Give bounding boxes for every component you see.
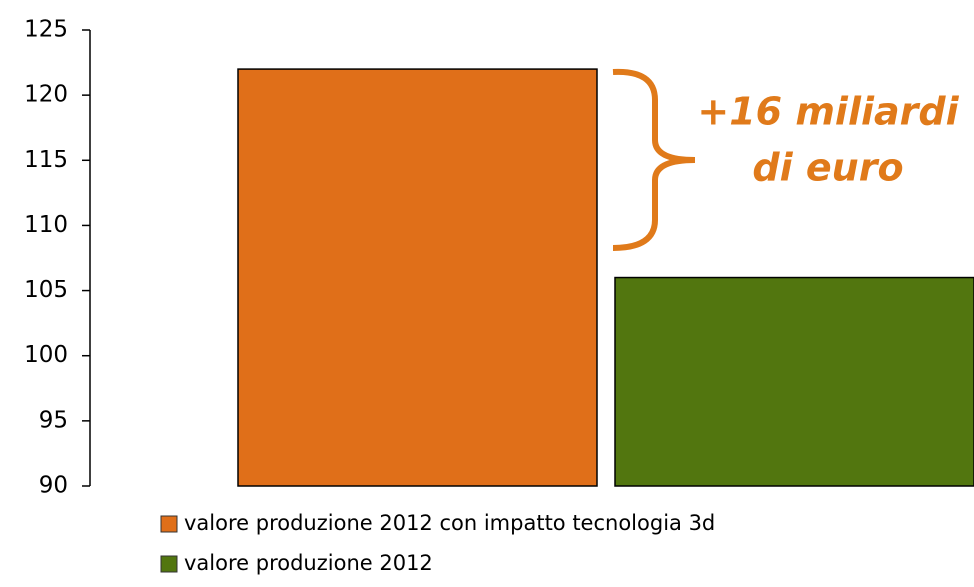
legend-label: valore produzione 2012 con impatto tecno…: [184, 511, 715, 535]
bar: [614, 276, 974, 487]
legend-label: valore produzione 2012: [184, 551, 433, 575]
y-tick-label: 125: [24, 17, 68, 43]
bar: [237, 68, 598, 487]
y-tick-label: 110: [24, 212, 68, 238]
y-tick-label: 90: [39, 473, 68, 499]
annotation: di euro: [752, 146, 903, 190]
annotation: +16 miliardi: [697, 90, 959, 134]
legend-swatch: [160, 515, 178, 533]
y-tick-label: 95: [39, 407, 68, 433]
legend-swatch: [160, 555, 178, 573]
y-tick-label: 115: [24, 147, 68, 173]
y-tick-label: 120: [24, 82, 68, 108]
y-tick-label: 100: [24, 342, 68, 368]
y-tick-label: 105: [24, 277, 68, 303]
brace: [612, 68, 696, 251]
